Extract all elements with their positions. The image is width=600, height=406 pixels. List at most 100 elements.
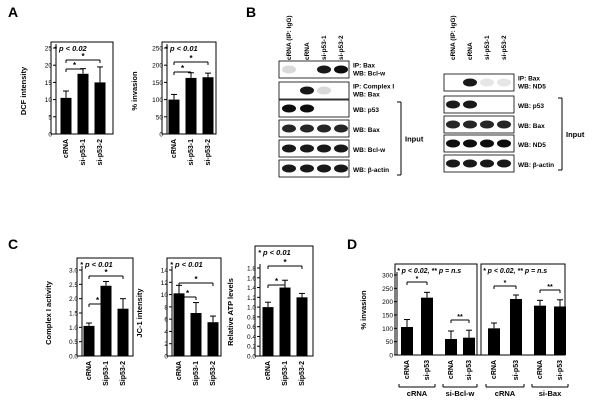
stats-text: * p < 0.01 xyxy=(165,44,198,53)
x-category-label: si-p53 xyxy=(466,360,473,380)
y-tick-label: 20 xyxy=(45,63,53,70)
blot-band xyxy=(334,144,348,153)
y-axis-label: JC-1 intensity xyxy=(135,288,144,338)
blot-row-label: IP: Bax xyxy=(353,63,375,70)
x-category-label: si-p53-2 xyxy=(97,139,104,166)
y-tick-label: 2.0 xyxy=(69,296,78,303)
x-category-label: si-p53 xyxy=(424,360,431,380)
y-axis-label: % invasion xyxy=(359,290,368,330)
blot-band xyxy=(480,120,494,129)
y-tick-label: 250 xyxy=(152,46,163,53)
blot-band xyxy=(282,144,296,153)
lane-header: cRNA (IP: IgG) xyxy=(286,15,293,60)
blot-panel xyxy=(278,60,350,79)
stats-text: * p < 0.01 xyxy=(258,248,291,257)
blot-band xyxy=(463,120,477,129)
bar xyxy=(60,97,72,134)
significance-mark: * xyxy=(275,277,279,286)
bar xyxy=(77,73,89,134)
lane-header: si-p53-1 xyxy=(321,35,328,60)
blot-band xyxy=(282,164,296,173)
x-category-label: Sip53-1 xyxy=(282,361,289,386)
stats-text: * p < 0.02, ** p = n.s xyxy=(397,268,461,275)
x-category-label: Sip53-1 xyxy=(193,361,200,386)
blot-band xyxy=(463,100,477,109)
blot-band xyxy=(497,78,511,87)
blot-row-label: WB: ND5 xyxy=(518,84,546,91)
y-tick-label: 0.2 xyxy=(247,344,256,351)
blot-panel xyxy=(443,154,515,173)
significance-mark: * xyxy=(181,64,185,73)
y-tick-label: 300 xyxy=(382,273,393,280)
y-tick-label: 200 xyxy=(152,63,163,70)
bar xyxy=(94,82,106,134)
stats-text: * p < 0.02 xyxy=(54,44,88,53)
x-category-label: cRNA xyxy=(448,360,455,379)
y-tick-label: 0 xyxy=(389,353,393,360)
y-tick-label: 12 xyxy=(161,280,169,287)
y-axis-label: Relative ATP levels xyxy=(226,278,235,346)
y-tick-label: 0 xyxy=(159,132,163,139)
group-label: cRNA xyxy=(495,389,516,398)
bar xyxy=(421,297,433,355)
y-tick-label: 25 xyxy=(45,46,53,53)
blot-row-label: WB: Bax xyxy=(353,127,380,134)
blot-panel xyxy=(443,115,515,134)
y-tick-label: 5 xyxy=(48,114,52,121)
bar xyxy=(554,306,566,355)
x-category-label: cRNA xyxy=(171,139,178,158)
x-category-label: cRNA xyxy=(491,360,498,379)
blot-band xyxy=(497,139,511,148)
blot-band xyxy=(317,144,331,153)
y-tick-label: 1.2 xyxy=(247,295,256,302)
y-tick-label: 4 xyxy=(164,329,168,336)
significance-mark: ** xyxy=(547,284,553,291)
blot-row-label: WB: Bax xyxy=(353,92,380,99)
y-tick-label: 1.0 xyxy=(69,325,78,332)
significance-mark: ** xyxy=(457,314,463,321)
y-tick-label: 3.0 xyxy=(69,268,78,275)
panel-label-A: A xyxy=(8,4,18,20)
y-tick-label: 0.0 xyxy=(69,354,78,361)
blot-band xyxy=(300,144,314,153)
significance-mark: * xyxy=(194,275,198,284)
y-tick-label: 14 xyxy=(161,268,169,275)
blot-band xyxy=(497,120,511,129)
blot-band xyxy=(300,124,314,133)
blot-row-label: WB: p53 xyxy=(518,103,544,110)
bar xyxy=(117,308,129,356)
y-axis-label: Complex I activity xyxy=(44,280,53,345)
blot-row-label: IP: Complex I xyxy=(353,84,394,91)
y-tick-label: 0.4 xyxy=(247,334,256,341)
group-label: si-Bcl-w xyxy=(446,389,475,398)
significance-mark: * xyxy=(186,289,190,298)
x-category-label: cRNA xyxy=(86,361,93,380)
blot-row-label: WB: Bcl-w xyxy=(353,147,386,154)
lane-header: si-p53-2 xyxy=(501,35,508,60)
bar xyxy=(173,293,185,356)
blot-panel xyxy=(443,73,515,92)
bar xyxy=(190,313,202,356)
y-tick-label: 0.6 xyxy=(247,324,256,331)
blot-band xyxy=(300,164,314,173)
bar xyxy=(83,325,95,356)
x-category-label: Sip53-2 xyxy=(210,361,217,386)
bar xyxy=(488,328,500,355)
y-tick-label: 2.5 xyxy=(69,282,78,289)
bar xyxy=(202,77,214,134)
y-axis-label: DCF intensity xyxy=(19,66,28,115)
x-category-label: si-p53 xyxy=(513,360,520,380)
x-category-label: si-p53-1 xyxy=(80,139,87,166)
blot-band xyxy=(480,139,494,148)
blot-band xyxy=(446,100,460,109)
blot-row-label: WB: β-actin xyxy=(353,167,389,174)
y-tick-label: 50 xyxy=(156,114,164,121)
blot-band xyxy=(446,139,460,148)
x-category-label: Sip53-1 xyxy=(103,361,110,386)
input-label: Input xyxy=(566,130,585,139)
blot-band xyxy=(317,86,331,95)
significance-mark: * xyxy=(416,276,419,283)
y-tick-label: 150 xyxy=(382,313,393,320)
x-category-label: cRNA xyxy=(404,360,411,379)
